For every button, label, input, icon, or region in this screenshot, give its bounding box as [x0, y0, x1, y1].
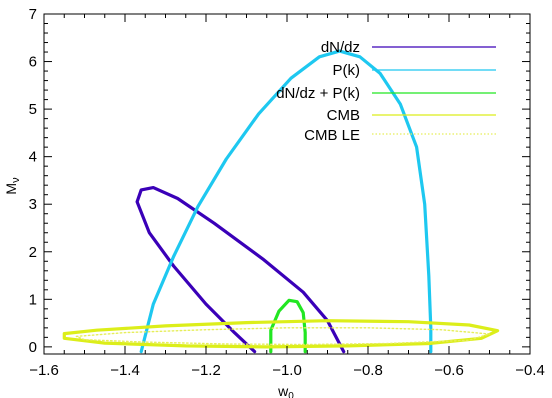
series-line-2: [269, 298, 307, 354]
y-tick-label: 6: [29, 54, 37, 71]
x-tick-label: −1.2: [191, 362, 221, 379]
y-tick-label: 1: [29, 291, 37, 308]
legend: dN/dz P(k) dN/dz + P(k) CMB CMB LE: [276, 39, 496, 144]
series-line-0: [135, 186, 346, 354]
y-tick-label: 0: [29, 339, 37, 356]
legend-label: P(k): [333, 62, 361, 79]
axes-group: −1.6 −1.4 −1.2 −1.0 −0.8 −0.6 −0.4 0 1 2 3 4 5 6 7: [29, 6, 545, 379]
y-axis-label: Mν: [3, 177, 22, 195]
series-line-4: [75, 327, 491, 346]
x-tick-label: −0.6: [434, 362, 464, 379]
y-tick-label: 5: [29, 101, 37, 118]
x-tick-label: −1.0: [272, 362, 302, 379]
x-tick-label: −1.4: [110, 362, 140, 379]
x-tick-label: −1.6: [29, 362, 59, 379]
y-tick-label: 7: [29, 6, 37, 23]
legend-label: dN/dz + P(k): [276, 85, 360, 102]
legend-label: CMB LE: [304, 127, 360, 144]
series-line-3: [62, 319, 500, 349]
y-tick-label: 4: [29, 149, 37, 166]
y-tick-label: 3: [29, 196, 37, 213]
series-line-1: [139, 49, 433, 354]
legend-label: dN/dz: [321, 39, 360, 56]
legend-label: CMB: [327, 107, 360, 124]
x-tick-label: −0.4: [515, 362, 545, 379]
series-group: [62, 49, 500, 354]
y-tick-label: 2: [29, 244, 37, 261]
x-tick-label: −0.8: [353, 362, 383, 379]
x-axis-label: w0: [277, 383, 294, 398]
